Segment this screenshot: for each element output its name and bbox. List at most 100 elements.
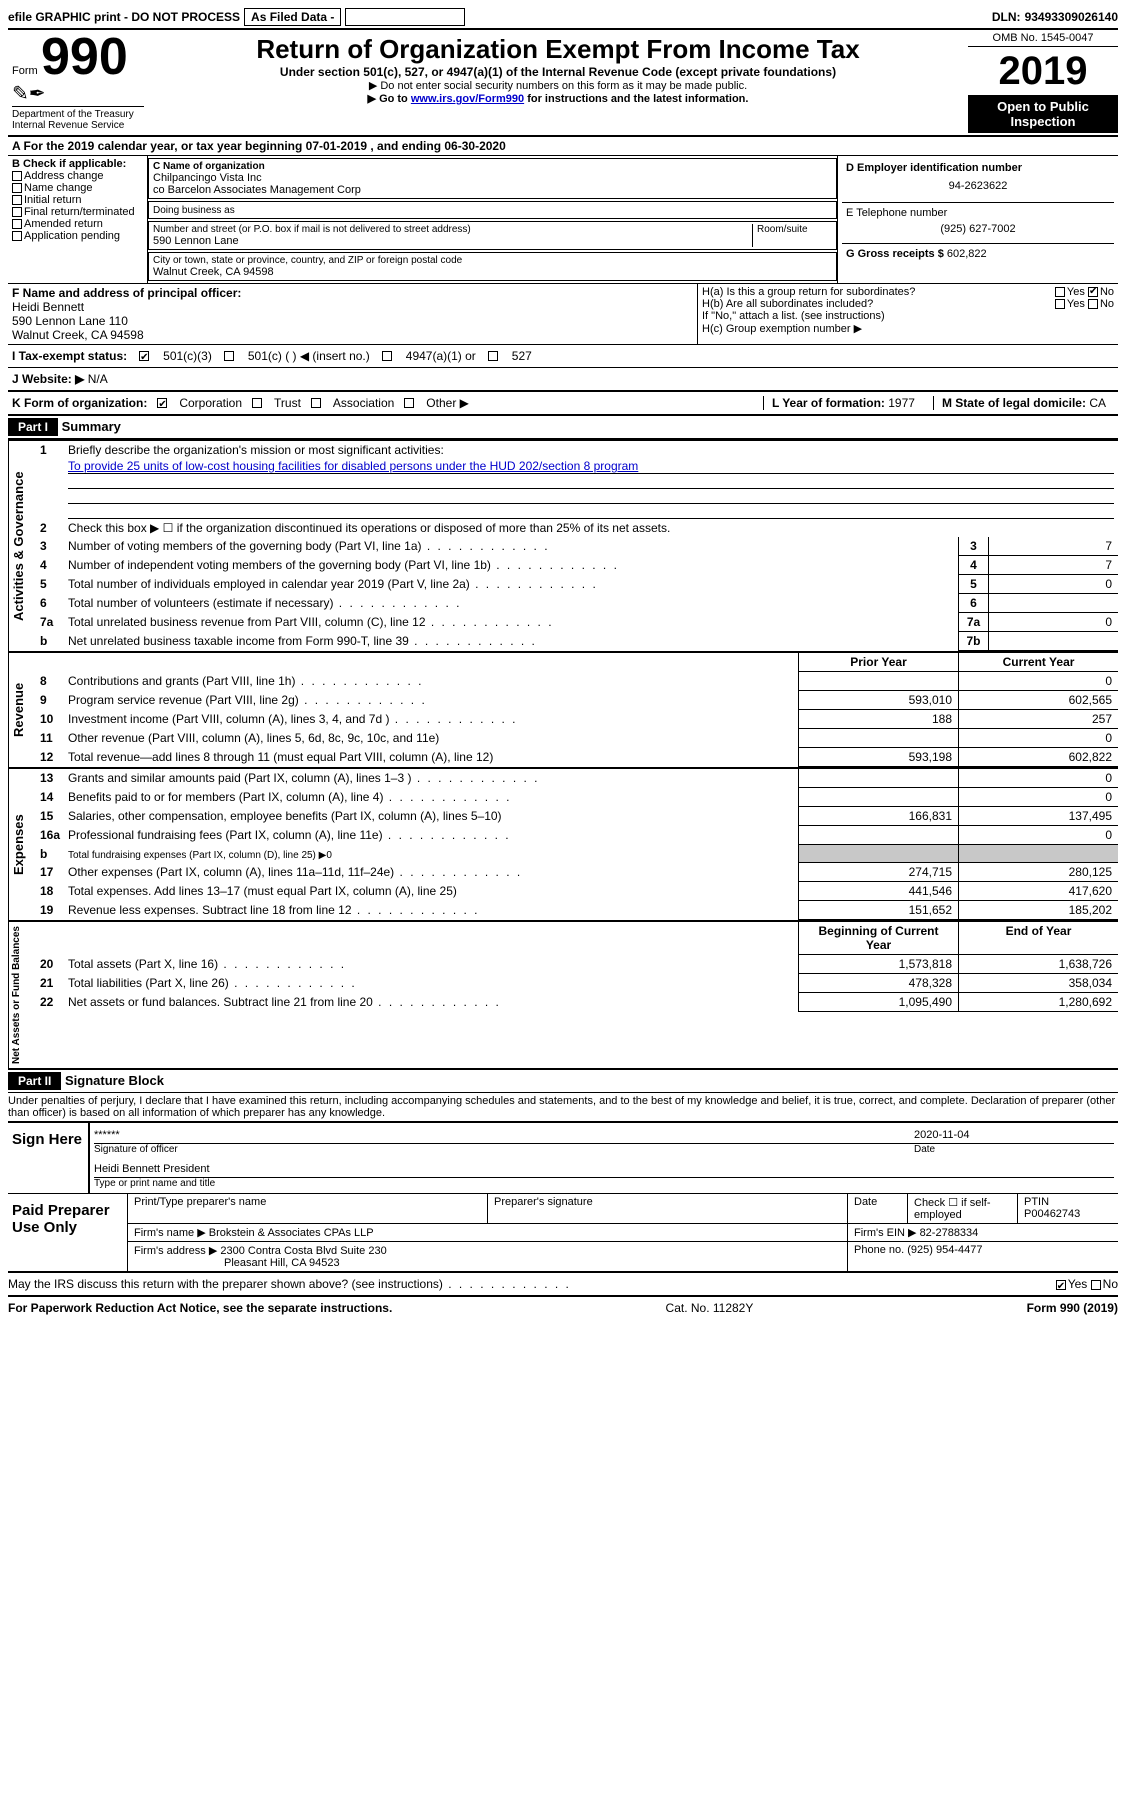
tax-year: 2019: [968, 47, 1118, 95]
cb-assoc[interactable]: [311, 398, 321, 408]
firm-phone-label: Phone no.: [854, 1244, 904, 1256]
officer-printed-name: Heidi Bennett President: [94, 1161, 1114, 1178]
sig-date-label: Date: [914, 1144, 1114, 1155]
vlabel-rev: Revenue: [8, 653, 36, 767]
firm-name: Brokstein & Associates CPAs LLP: [209, 1227, 374, 1239]
l8: Contributions and grants (Part VIII, lin…: [68, 674, 794, 688]
form-subtitle: Under section 501(c), 527, or 4947(a)(1)…: [152, 65, 964, 79]
officer-addr1: 590 Lennon Lane 110: [12, 314, 693, 328]
ein-label: Firm's EIN ▶: [854, 1227, 917, 1239]
k-o1: Corporation: [179, 396, 242, 410]
cb-4947[interactable]: [382, 351, 392, 361]
asfiled-box: As Filed Data -: [244, 8, 341, 26]
firm-phone: (925) 954-4477: [907, 1244, 982, 1256]
efile-label: efile GRAPHIC print - DO NOT PROCESS: [8, 10, 240, 24]
discuss-no: No: [1103, 1277, 1118, 1291]
ein-value: 94-2623622: [846, 174, 1110, 198]
cb-other[interactable]: [404, 398, 414, 408]
part1-tag: Part I: [8, 418, 58, 436]
cb-name-change[interactable]: Name change: [24, 182, 93, 194]
g-label: G Gross receipts $: [846, 248, 944, 260]
declaration-text: Under penalties of perjury, I declare th…: [8, 1093, 1118, 1121]
cb-app-pending[interactable]: Application pending: [24, 230, 120, 242]
p14: [798, 788, 958, 807]
b-label: B Check if applicable:: [12, 158, 143, 170]
signature-block: Sign Here ****** Signature of officer 20…: [8, 1121, 1118, 1194]
cb-amended[interactable]: Amended return: [24, 218, 103, 230]
dept-label: Department of the Treasury Internal Reve…: [12, 106, 144, 131]
cb-discuss-no[interactable]: [1091, 1280, 1101, 1290]
l22: Net assets or fund balances. Subtract li…: [68, 995, 794, 1009]
e-label: E Telephone number: [846, 207, 1110, 219]
part2-header: Part II Signature Block: [8, 1070, 1118, 1093]
cb-501c3[interactable]: [139, 351, 149, 361]
p8: [798, 672, 958, 691]
cb-corp[interactable]: [157, 398, 167, 408]
addr-box: Number and street (or P.O. box if mail i…: [148, 221, 837, 250]
q7b-label: Net unrelated business taxable income fr…: [68, 634, 954, 648]
d-label: D Employer identification number: [846, 162, 1022, 174]
form-ref: Form 990 (2019): [1027, 1301, 1118, 1315]
cb-527[interactable]: [488, 351, 498, 361]
k-o3: Association: [333, 396, 394, 410]
asfiled-value: [345, 8, 465, 26]
sig-stars: ******: [94, 1127, 914, 1144]
cb-discuss-yes[interactable]: [1056, 1280, 1066, 1290]
prep-h3: Date: [848, 1194, 908, 1223]
sig-officer-label: Signature of officer: [94, 1144, 914, 1155]
beg-hdr: Beginning of Current Year: [798, 922, 958, 955]
dba-box: Doing business as: [148, 201, 837, 219]
vlabel-net: Net Assets or Fund Balances: [8, 922, 36, 1068]
ha-label: H(a) Is this a group return for subordin…: [702, 286, 915, 298]
j-label: J Website: ▶: [12, 372, 84, 386]
p20: 1,573,818: [798, 955, 958, 974]
l16a: Professional fundraising fees (Part IX, …: [68, 828, 794, 842]
cb-trust[interactable]: [252, 398, 262, 408]
c15: 137,495: [958, 807, 1118, 826]
hb-label: H(b) Are all subordinates included?: [702, 298, 873, 310]
firm-ein: 82-2788334: [920, 1227, 979, 1239]
name-label: Type or print name and title: [94, 1178, 1114, 1189]
governance-section: Activities & Governance 1Briefly describ…: [8, 439, 1118, 651]
cb-501c[interactable]: [224, 351, 234, 361]
l13: Grants and similar amounts paid (Part IX…: [68, 771, 794, 785]
cat-no: Cat. No. 11282Y: [666, 1301, 754, 1315]
addr-label: Number and street (or P.O. box if mail i…: [153, 224, 752, 235]
irs-link[interactable]: www.irs.gov/Form990: [411, 93, 524, 105]
firm-label: Firm's name ▶: [134, 1227, 206, 1239]
cb-initial-return[interactable]: Initial return: [24, 194, 81, 206]
p22: 1,095,490: [798, 993, 958, 1012]
f-label: F Name and address of principal officer:: [12, 286, 241, 300]
ha-no: No: [1100, 286, 1114, 298]
header-info-grid: B Check if applicable: Address change Na…: [8, 156, 1118, 283]
cb-address-change[interactable]: Address change: [24, 170, 104, 182]
l14: Benefits paid to or for members (Part IX…: [68, 790, 794, 804]
l21: Total liabilities (Part X, line 26): [68, 976, 794, 990]
q5-label: Total number of individuals employed in …: [68, 577, 954, 591]
hb-yes: Yes: [1067, 298, 1085, 310]
phone-value: (925) 627-7002: [846, 219, 1110, 239]
mission-text[interactable]: To provide 25 units of low-cost housing …: [68, 459, 1114, 474]
prep-h2: Preparer's signature: [488, 1194, 848, 1223]
website-value: N/A: [88, 372, 108, 386]
cb-final-return[interactable]: Final return/terminated: [24, 206, 135, 218]
k-o2: Trust: [274, 396, 301, 410]
sign-here-label: Sign Here: [8, 1123, 88, 1193]
hb-no: No: [1100, 298, 1114, 310]
revenue-section: Revenue Prior YearCurrent Year 8Contribu…: [8, 651, 1118, 767]
note2-pre: ▶ Go to: [368, 93, 411, 105]
c14: 0: [958, 788, 1118, 807]
v6: [988, 594, 1118, 613]
c20: 1,638,726: [958, 955, 1118, 974]
city-value: Walnut Creek, CA 94598: [153, 266, 832, 278]
c12: 602,822: [958, 748, 1118, 767]
c22: 1,280,692: [958, 993, 1118, 1012]
v3: 7: [988, 537, 1118, 556]
sig-date: 2020-11-04: [914, 1127, 1114, 1144]
l15: Salaries, other compensation, employee b…: [68, 809, 794, 823]
c-name-box: C Name of organization Chilpancingo Vist…: [148, 158, 837, 199]
note2-post: for instructions and the latest informat…: [527, 93, 748, 105]
discuss-yes: Yes: [1068, 1277, 1088, 1291]
officer-name: Heidi Bennett: [12, 300, 693, 314]
hc-label: H(c) Group exemption number ▶: [702, 322, 1114, 335]
